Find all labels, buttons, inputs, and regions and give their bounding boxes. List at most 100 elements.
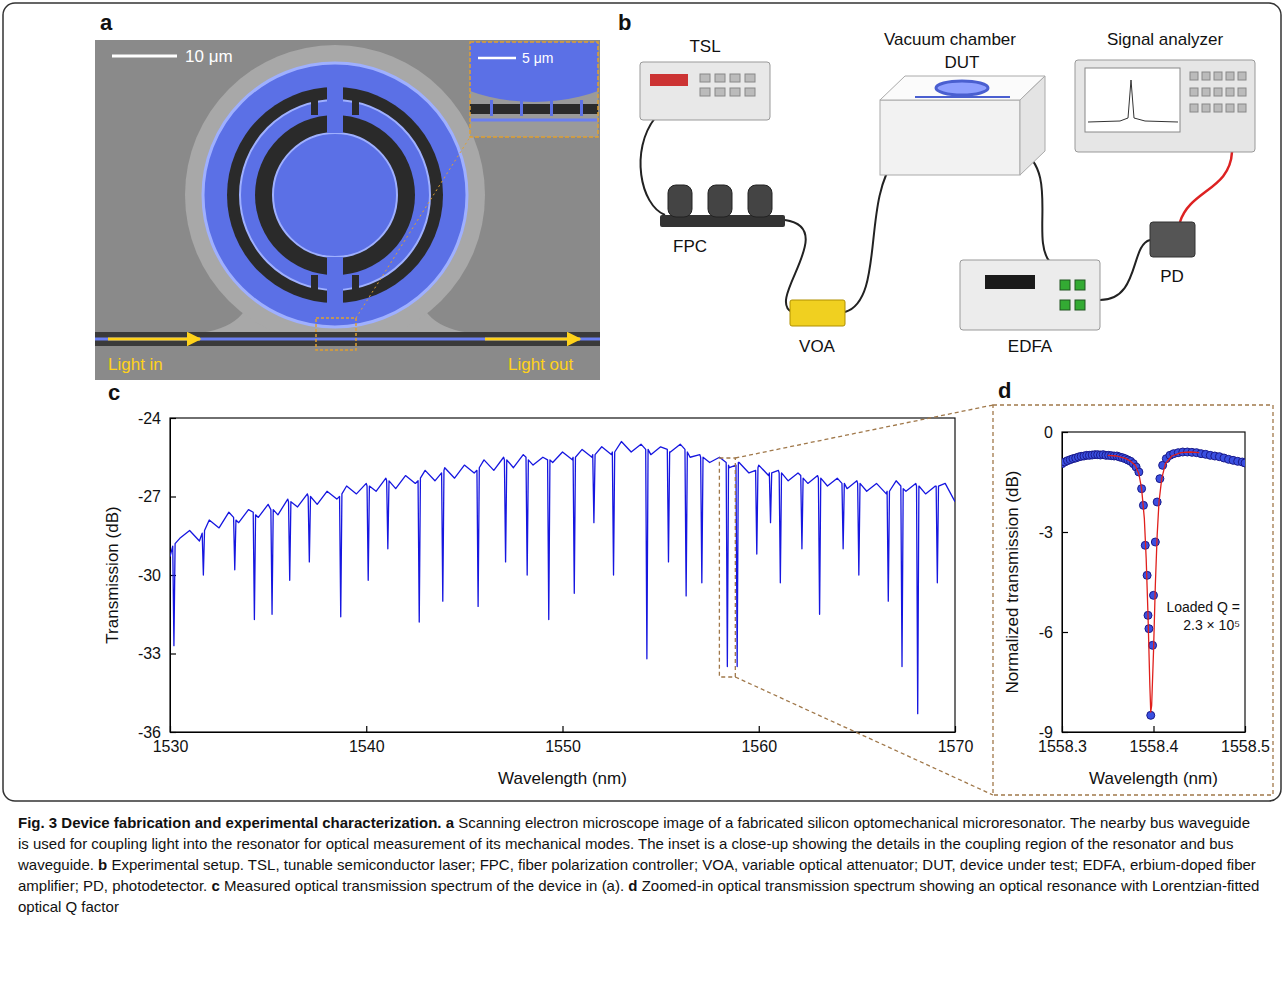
fiber: [641, 118, 665, 215]
plot-frame: [1062, 432, 1245, 732]
tick: -30: [138, 567, 176, 584]
edfa-port: [1060, 280, 1070, 290]
tick: 1558.5: [1221, 726, 1270, 755]
inset-tether: [490, 100, 493, 116]
sem-image: [95, 40, 600, 380]
analyzer-button: [1214, 72, 1222, 80]
inset-tether: [550, 100, 553, 116]
caption: Fig. 3 Device fabrication and experiment…: [18, 812, 1263, 917]
tick-mark: [955, 726, 956, 732]
tick-mark: [170, 732, 176, 733]
instrument-label: TSL: [689, 37, 720, 56]
caption-label: d: [628, 877, 637, 894]
instrument-label: EDFA: [1008, 337, 1053, 356]
analyzer-button: [1202, 72, 1210, 80]
inset-frame: [470, 42, 598, 137]
analyzer-button: [1214, 88, 1222, 96]
y-axis-title: Transmission (dB): [103, 506, 122, 643]
tick: -33: [138, 645, 176, 662]
data-point: [1149, 641, 1157, 649]
scale-bar-label: 10 μm: [185, 47, 233, 66]
tick: -36: [138, 724, 176, 741]
tick-mark: [170, 418, 176, 419]
tick: 1558.4: [1130, 726, 1179, 755]
center-disk: [273, 133, 397, 257]
tsl-button: [700, 74, 710, 82]
coupling-box: [316, 318, 356, 350]
scale-bar: [478, 57, 516, 60]
analyzer-button: [1214, 104, 1222, 112]
zoom-box: [719, 458, 735, 677]
annotation: Loaded Q = 2.3 × 10⁵: [1166, 599, 1240, 633]
edfa-port: [1075, 300, 1085, 310]
tsl-instrument: [640, 62, 770, 120]
data-point: [1150, 591, 1158, 599]
tick-label: -30: [138, 567, 161, 584]
tsl-button: [745, 74, 755, 82]
tick: -24: [138, 410, 176, 427]
tick-mark: [1062, 532, 1068, 533]
instrument-label: PD: [1160, 267, 1184, 286]
tick-label: -24: [138, 410, 161, 427]
outer-ring: [203, 63, 467, 327]
caption-label: b: [98, 856, 107, 873]
panel-letter: c: [108, 380, 120, 405]
dut-waveguide: [915, 96, 1010, 98]
scale-bar-label: 5 μm: [522, 50, 553, 66]
analyzer-button: [1226, 104, 1234, 112]
tick-label: -33: [138, 645, 161, 662]
edfa-port: [1060, 300, 1070, 310]
inset-guide: [356, 137, 470, 318]
analyzer-button: [1226, 72, 1234, 80]
data-point: [1151, 538, 1159, 546]
caption-text: Measured optical transmission spectrum o…: [224, 877, 624, 894]
tick: -3: [1039, 524, 1068, 541]
edfa: [960, 260, 1100, 330]
light-arrow: [108, 338, 200, 341]
y-axis: -36-33-30-27-24: [138, 410, 176, 741]
dut-ring: [936, 81, 988, 95]
annotation-line: 2.3 × 10⁵: [1183, 617, 1240, 633]
data-point: [1241, 459, 1245, 467]
x-axis: 15301540155015601570: [153, 726, 974, 755]
tick-mark: [562, 726, 563, 732]
zoom-connector: [735, 677, 993, 795]
tick-label: 1558.4: [1130, 738, 1179, 755]
trench: [255, 115, 415, 275]
y-axis: -9-6-30: [1039, 424, 1068, 741]
zoom-panel-box: [993, 405, 1273, 795]
caption-label: c: [211, 877, 219, 894]
inset: [470, 42, 598, 137]
zoom-connector: [735, 405, 993, 458]
tick: 1570: [938, 726, 974, 755]
caption-title: Fig. 3 Device fabrication and experiment…: [18, 814, 441, 831]
tick: -6: [1039, 624, 1068, 641]
tick-label: 1560: [741, 738, 777, 755]
instrument-label: VOA: [799, 337, 836, 356]
edfa-display: [985, 275, 1035, 289]
fpc-paddle: [668, 185, 692, 217]
signal-analyzer: [1075, 60, 1255, 152]
tick-label: 1540: [349, 738, 385, 755]
chart-d: d1558.31558.41558.5-9-6-30Wavelength (nm…: [998, 378, 1270, 788]
y-axis-title: Normalized transmission (dB): [1003, 471, 1022, 694]
sem-halo: [185, 45, 485, 345]
tick-label: 1558.3: [1038, 738, 1087, 755]
tick-label: 1558.5: [1221, 738, 1270, 755]
analyzer-button: [1238, 88, 1246, 96]
ring-gap: [352, 99, 359, 115]
tick-mark: [759, 726, 760, 732]
tick-mark: [1062, 732, 1068, 733]
panel-letter: b: [618, 10, 631, 35]
marks: [170, 442, 955, 714]
x-axis: 1558.3 1558.4 1558.5: [1038, 726, 1270, 755]
tsl-button: [745, 88, 755, 96]
panel-letter: a: [100, 10, 113, 35]
chamber-top: [880, 76, 1045, 100]
caption-label: a: [446, 814, 454, 831]
analyzer-button: [1238, 72, 1246, 80]
tick-mark: [170, 496, 176, 497]
ring-gap: [311, 275, 318, 291]
annotation-line: Loaded Q =: [1166, 599, 1240, 615]
plot-frame: [170, 418, 955, 732]
